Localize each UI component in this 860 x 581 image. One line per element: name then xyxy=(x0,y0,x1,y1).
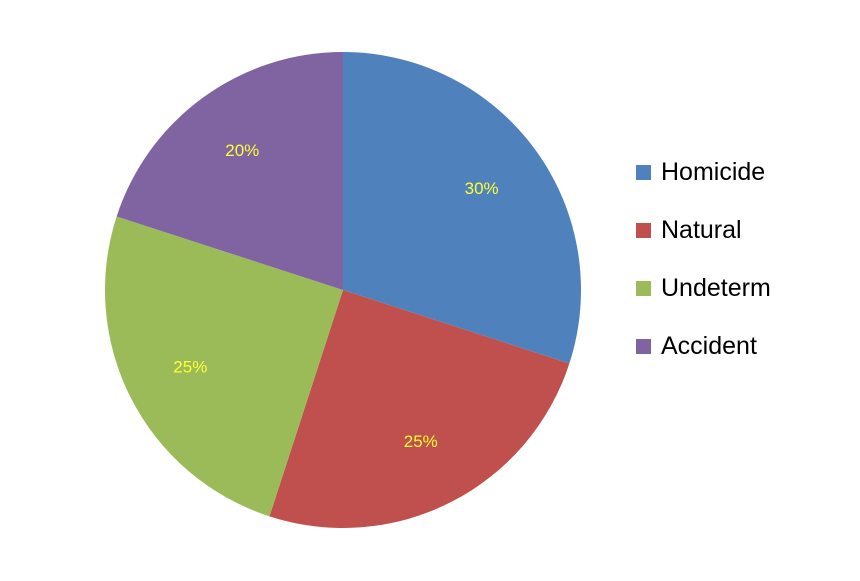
legend-item-homicide: Homicide xyxy=(636,143,771,201)
legend: Homicide Natural Undeterm Accident xyxy=(636,143,771,375)
legend-swatch xyxy=(636,164,651,180)
legend-item-undeterm: Undeterm xyxy=(636,259,771,317)
legend-label: Natural xyxy=(661,215,742,244)
data-label-homicide: 30% xyxy=(465,179,499,198)
legend-label: Accident xyxy=(661,331,757,360)
legend-swatch xyxy=(636,338,651,354)
legend-label: Homicide xyxy=(661,157,766,186)
pie-slice-natural xyxy=(269,290,570,528)
pie-slices xyxy=(105,52,581,528)
legend-swatch xyxy=(636,280,651,296)
legend-item-natural: Natural xyxy=(636,201,771,259)
legend-swatch xyxy=(636,222,651,238)
pie-slice-undeterm xyxy=(105,216,344,517)
data-label-accident: 20% xyxy=(225,141,259,160)
pie-slice-accident xyxy=(116,52,343,290)
pie-slice-homicide xyxy=(343,52,581,364)
legend-item-accident: Accident xyxy=(636,317,771,375)
data-label-undeterm: 25% xyxy=(173,357,207,376)
legend-label: Undeterm xyxy=(661,273,771,302)
pie-data-labels: 30% 25% 25% 20% xyxy=(173,141,498,451)
data-label-natural: 25% xyxy=(404,432,438,451)
